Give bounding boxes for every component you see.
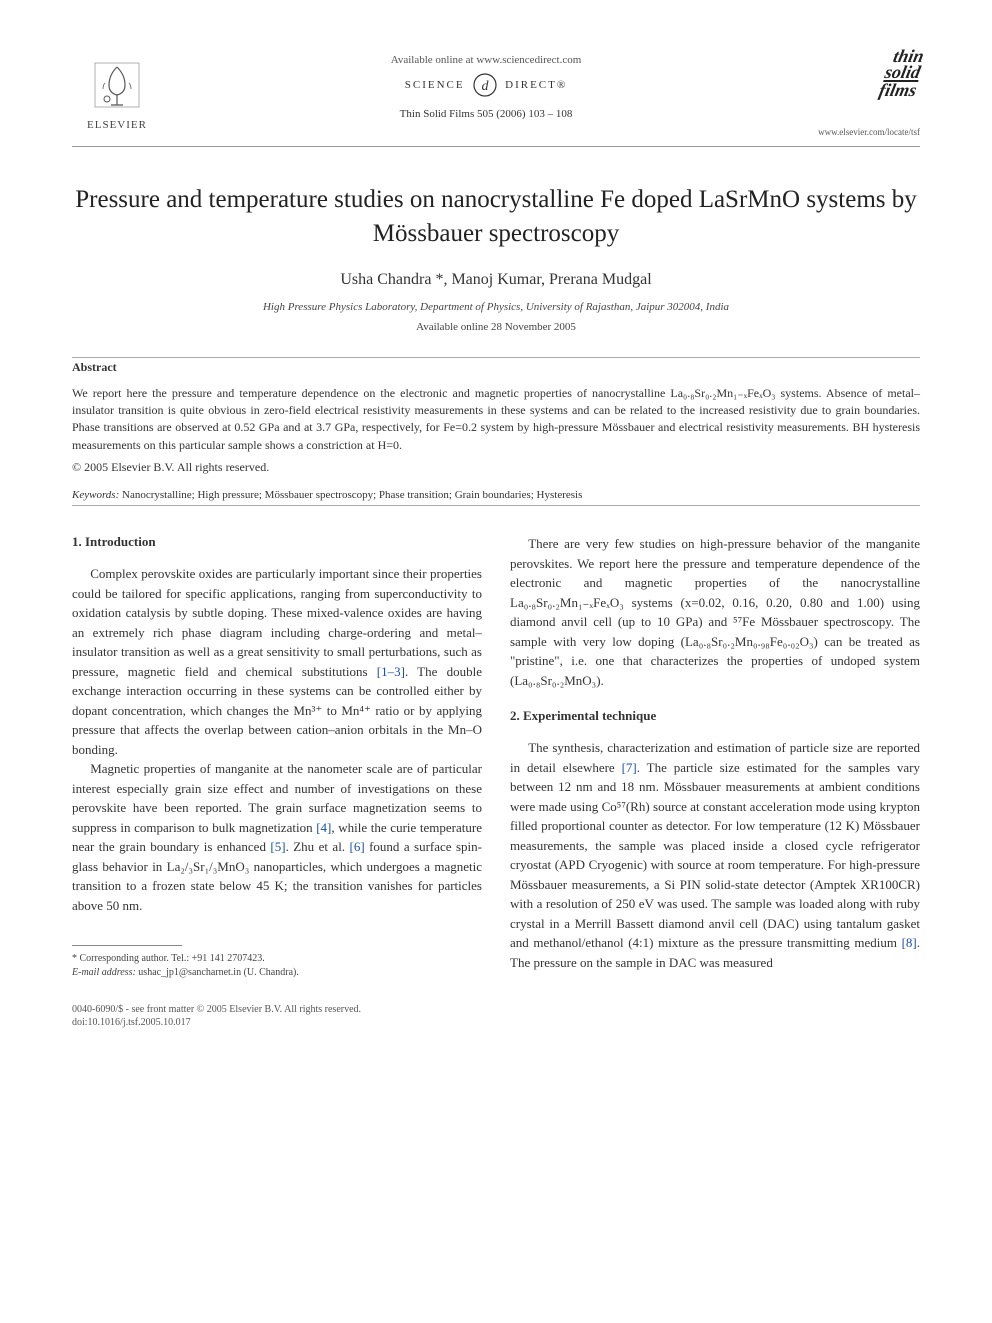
science-direct-logo: SCIENCE d DIRECT®: [162, 72, 810, 98]
elsevier-tree-icon: [87, 55, 147, 115]
keywords-label: Keywords:: [72, 489, 119, 501]
section-2-heading: 2. Experimental technique: [510, 708, 920, 724]
publisher-name: ELSEVIER: [87, 119, 147, 131]
journal-logo-line3: films: [805, 82, 918, 98]
journal-logo: thin solid films www.elsevier.com/locate…: [810, 48, 920, 137]
footer-copyright-line: 0040-6090/$ - see front matter © 2005 El…: [72, 1004, 920, 1015]
ref-link-1-3[interactable]: [1–3]: [377, 664, 405, 679]
abstract-text: We report here the pressure and temperat…: [72, 385, 920, 455]
corresponding-author-footnote: * Corresponding author. Tel.: +91 141 27…: [72, 952, 482, 966]
abstract-top-divider: [72, 357, 920, 358]
svg-text:d: d: [481, 79, 489, 94]
article-title: Pressure and temperature studies on nano…: [72, 183, 920, 251]
sciencedirect-at-icon: d: [472, 72, 498, 98]
ref-link-7[interactable]: [7]: [622, 760, 637, 775]
copyright: © 2005 Elsevier B.V. All rights reserved…: [72, 460, 920, 475]
two-column-body: 1. Introduction Complex perovskite oxide…: [72, 534, 920, 980]
left-column: 1. Introduction Complex perovskite oxide…: [72, 534, 482, 980]
available-date: Available online 28 November 2005: [72, 321, 920, 333]
section-1-heading: 1. Introduction: [72, 534, 482, 550]
header-row: ELSEVIER Available online at www.science…: [72, 48, 920, 138]
journal-url: www.elsevier.com/locate/tsf: [810, 127, 920, 137]
sd-right-text: DIRECT®: [505, 79, 567, 91]
journal-reference: Thin Solid Films 505 (2006) 103 – 108: [162, 108, 810, 120]
header-center: Available online at www.sciencedirect.co…: [162, 48, 810, 120]
intro-para-2: Magnetic properties of manganite at the …: [72, 759, 482, 915]
keywords-bottom-divider: [72, 505, 920, 506]
authors: Usha Chandra *, Manoj Kumar, Prerana Mud…: [72, 271, 920, 289]
sd-left-text: SCIENCE: [405, 79, 465, 91]
keywords-text: Nanocrystalline; High pressure; Mössbaue…: [119, 489, 582, 501]
keywords-line: Keywords: Nanocrystalline; High pressure…: [72, 489, 920, 501]
ref-link-4[interactable]: [4]: [316, 820, 331, 835]
email-address: ushac_jp1@sancharnet.in (U. Chandra).: [136, 967, 299, 978]
exp-p1b: . The particle size estimated for the sa…: [510, 760, 920, 951]
intro-para-1: Complex perovskite oxides are particular…: [72, 564, 482, 759]
intro-p2c: . Zhu et al.: [286, 839, 350, 854]
journal-logo-text: thin solid films: [805, 48, 926, 99]
right-column: There are very few studies on high-press…: [510, 534, 920, 980]
publisher-logo: ELSEVIER: [72, 48, 162, 138]
ref-link-8[interactable]: [8]: [902, 935, 917, 950]
ref-link-5[interactable]: [5]: [270, 839, 285, 854]
header-divider: [72, 146, 920, 147]
abstract-heading: Abstract: [72, 360, 920, 375]
intro-para-3: There are very few studies on high-press…: [510, 534, 920, 690]
email-label: E-mail address:: [72, 967, 136, 978]
ref-link-6[interactable]: [6]: [349, 839, 364, 854]
affiliation: High Pressure Physics Laboratory, Depart…: [72, 301, 920, 313]
footer-doi-line: doi:10.1016/j.tsf.2005.10.017: [72, 1017, 920, 1028]
email-footnote: E-mail address: ushac_jp1@sancharnet.in …: [72, 966, 482, 980]
experimental-para-1: The synthesis, characterization and esti…: [510, 738, 920, 972]
footnote-rule: [72, 945, 182, 946]
available-online-text: Available online at www.sciencedirect.co…: [162, 54, 810, 66]
intro-p1-text: Complex perovskite oxides are particular…: [72, 566, 482, 679]
